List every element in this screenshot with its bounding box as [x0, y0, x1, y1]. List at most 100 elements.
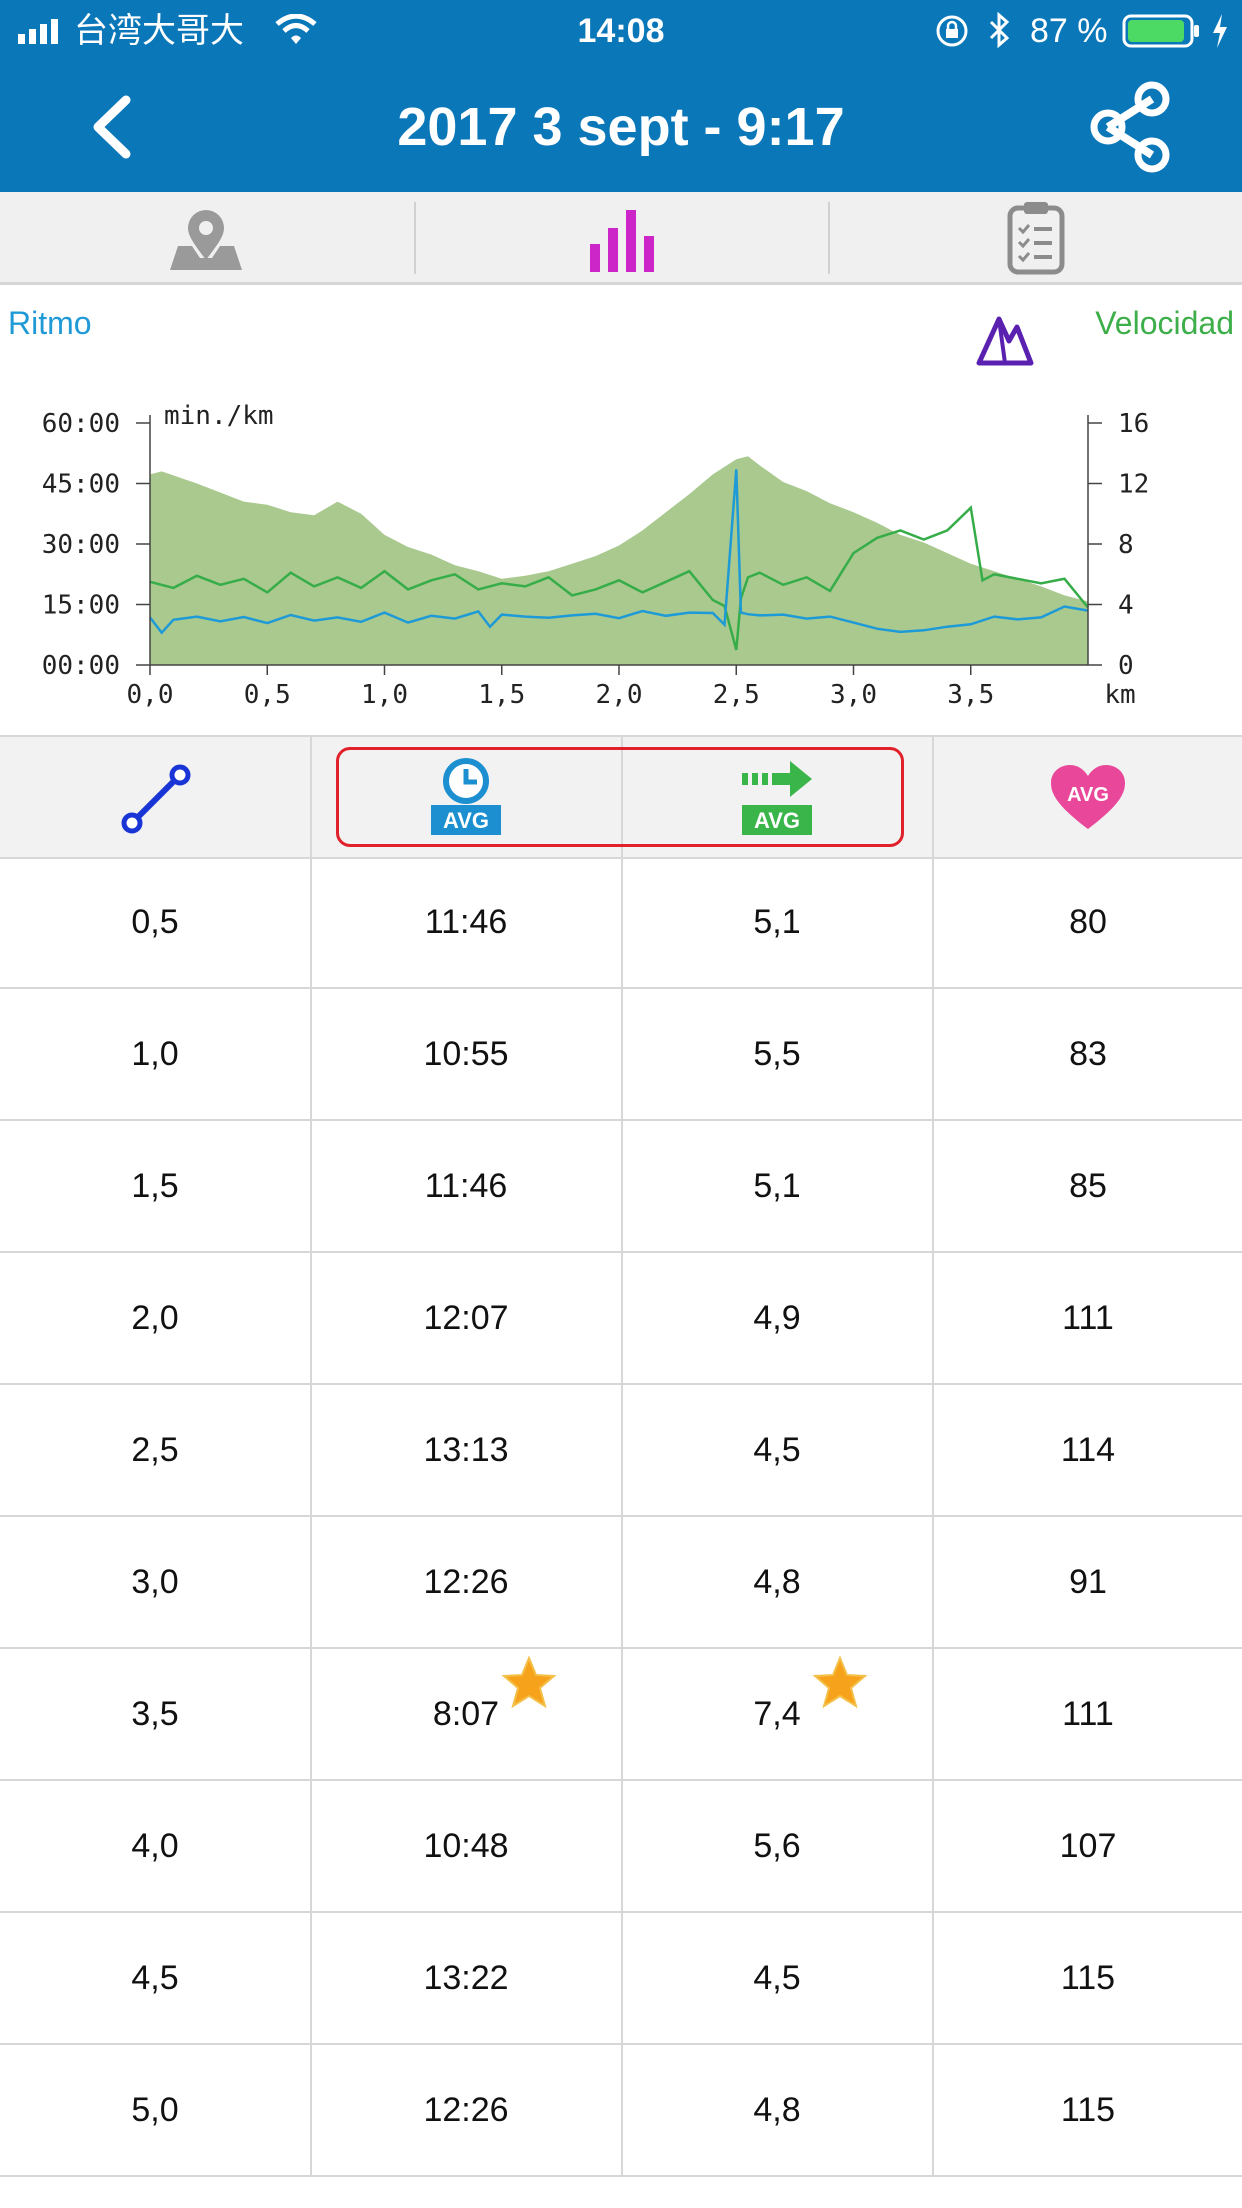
table-row[interactable]: 5,0 12:26 4,8 115	[0, 2045, 1242, 2177]
speed-legend-label[interactable]: Velocidad	[1095, 305, 1234, 341]
chart-panel: Ritmo Velocidad 00:00 15:00 30:00 45:00 60:0…	[0, 285, 1242, 735]
column-divider	[932, 1781, 934, 1913]
heart-rate-cell: 114	[1060, 1431, 1116, 1469]
map-pin-icon	[170, 210, 242, 270]
share-button[interactable]	[1080, 77, 1180, 177]
speed-line	[149, 505, 1089, 651]
table-row[interactable]: 2,0 12:07 4,9 111	[0, 1253, 1242, 1385]
column-divider	[310, 1253, 312, 1385]
table-row[interactable]: 3,5 8:07 7,4 111	[0, 1649, 1242, 1781]
x-tick-label: 2,0	[596, 680, 643, 710]
y-unit-label: min./km	[164, 401, 274, 431]
nav-bar: 2017 3 sept - 9:17	[0, 62, 1242, 192]
x-tick-label: 0,0	[127, 680, 174, 710]
bluetooth-icon	[989, 12, 1010, 48]
elevation-toggle-icon[interactable]	[975, 307, 1035, 367]
header-avg-speed: AVG	[622, 737, 932, 857]
distance-cell: 0,5	[131, 903, 179, 941]
x-tick-label: 1,0	[361, 680, 408, 710]
charging-icon	[1213, 14, 1227, 48]
highlight-annotation	[336, 747, 904, 847]
table-row[interactable]: 4,0 10:48 5,6 107	[0, 1781, 1242, 1913]
table-row[interactable]: 2,5 13:13 4,5 114	[0, 1385, 1242, 1517]
bar-chart-icon	[590, 210, 654, 272]
column-divider	[310, 1913, 312, 2045]
column-divider	[621, 737, 623, 857]
avg-pace-cell: 11:46	[424, 1167, 508, 1205]
y-right-tick-label: 0	[1118, 651, 1134, 681]
avg-label: AVG	[443, 808, 489, 833]
back-button[interactable]	[80, 92, 150, 162]
table-row[interactable]: 4,5 13:22 4,5 115	[0, 1913, 1242, 2045]
avg-speed-cell: 7,4	[753, 1695, 801, 1733]
best-split-star-icon	[501, 1655, 557, 1709]
avg-pace-cell: 13:22	[423, 1959, 509, 1997]
distance-cell: 3,0	[131, 1563, 179, 1601]
distance-cell: 3,5	[131, 1695, 179, 1733]
tab-map[interactable]	[0, 192, 414, 282]
y-right-tick-label: 12	[1118, 470, 1149, 500]
avg-pace-icon: AVG	[431, 758, 501, 835]
column-divider	[310, 737, 312, 857]
elevation-area	[150, 456, 1088, 665]
avg-pace-cell: 12:07	[423, 1299, 509, 1337]
carrier-name: 台湾大哥大	[74, 12, 244, 50]
column-divider	[621, 989, 623, 1121]
column-divider	[621, 2045, 623, 2177]
column-divider	[310, 1517, 312, 1649]
column-divider	[932, 1121, 934, 1253]
view-tabs	[0, 192, 1242, 285]
elevation-pace-speed-chart: 00:00 15:00 30:00 45:00 60:00 0 4 8 12 16 0,0 0,5 1,…	[42, 401, 1150, 710]
x-tick-label: 3,0	[830, 680, 877, 710]
column-divider	[621, 1517, 623, 1649]
battery-percent: 87 %	[1030, 12, 1108, 50]
y-left-tick-label: 30:00	[42, 530, 120, 560]
table-row[interactable]: 3,0 12:26 4,8 91	[0, 1517, 1242, 1649]
avg-pace-cell: 10:48	[423, 1827, 509, 1865]
signal-icon	[18, 19, 58, 44]
orientation-lock-icon	[936, 15, 968, 47]
distance-cell: 5,0	[131, 2091, 179, 2129]
table-row[interactable]: 1,5 11:46 5,1 85	[0, 1121, 1242, 1253]
distance-cell: 2,0	[131, 1299, 179, 1337]
tab-divider	[828, 202, 830, 274]
x-tick-label: 0,5	[244, 680, 291, 710]
y-right-tick-label: 8	[1118, 530, 1134, 560]
header-distance	[0, 737, 310, 857]
pace-line	[149, 469, 1089, 635]
heart-rate-cell: 115	[1060, 1959, 1116, 1997]
column-divider	[932, 989, 934, 1121]
table-row[interactable]: 0,5 11:46 5,1 80	[0, 857, 1242, 989]
avg-pace-cell: 10:55	[423, 1035, 509, 1073]
distance-cell: 4,0	[131, 1827, 179, 1865]
column-divider	[310, 1121, 312, 1253]
x-tick-label: 3,5	[947, 680, 994, 710]
status-time: 14:08	[577, 12, 665, 50]
column-divider	[310, 989, 312, 1121]
status-bar: 台湾大哥大 14:08 87 %	[0, 0, 1242, 62]
table-row[interactable]: 1,0 10:55 5,5 83	[0, 989, 1242, 1121]
x-tick-label: 2,5	[713, 680, 760, 710]
x-tick-label: 1,5	[478, 680, 525, 710]
heart-rate-cell: 115	[1060, 2091, 1116, 2129]
clipboard-icon	[1007, 202, 1065, 275]
avg-speed-cell: 4,9	[753, 1299, 801, 1337]
tab-divider	[414, 202, 416, 274]
avg-speed-icon: AVG	[742, 761, 812, 835]
pace-legend-label[interactable]: Ritmo	[8, 305, 92, 341]
header-avg-heart-rate: AVG	[933, 737, 1242, 857]
y-right-tick-label: 4	[1118, 591, 1134, 621]
avg-pace-cell: 12:26	[423, 1563, 509, 1601]
heart-rate-cell: 111	[1062, 1695, 1114, 1733]
avg-pace-cell: 13:13	[423, 1431, 509, 1469]
avg-speed-cell: 4,8	[753, 1563, 801, 1601]
column-divider	[932, 737, 934, 857]
wifi-icon	[275, 14, 317, 44]
best-split-star-icon	[812, 1655, 868, 1709]
tab-summary[interactable]	[830, 192, 1242, 282]
tab-charts[interactable]	[416, 192, 830, 282]
heart-rate-cell: 107	[1059, 1827, 1117, 1865]
y-left-tick-label: 15:00	[42, 591, 120, 621]
column-divider	[310, 1781, 312, 1913]
avg-pace-cell: 12:26	[423, 2091, 509, 2129]
